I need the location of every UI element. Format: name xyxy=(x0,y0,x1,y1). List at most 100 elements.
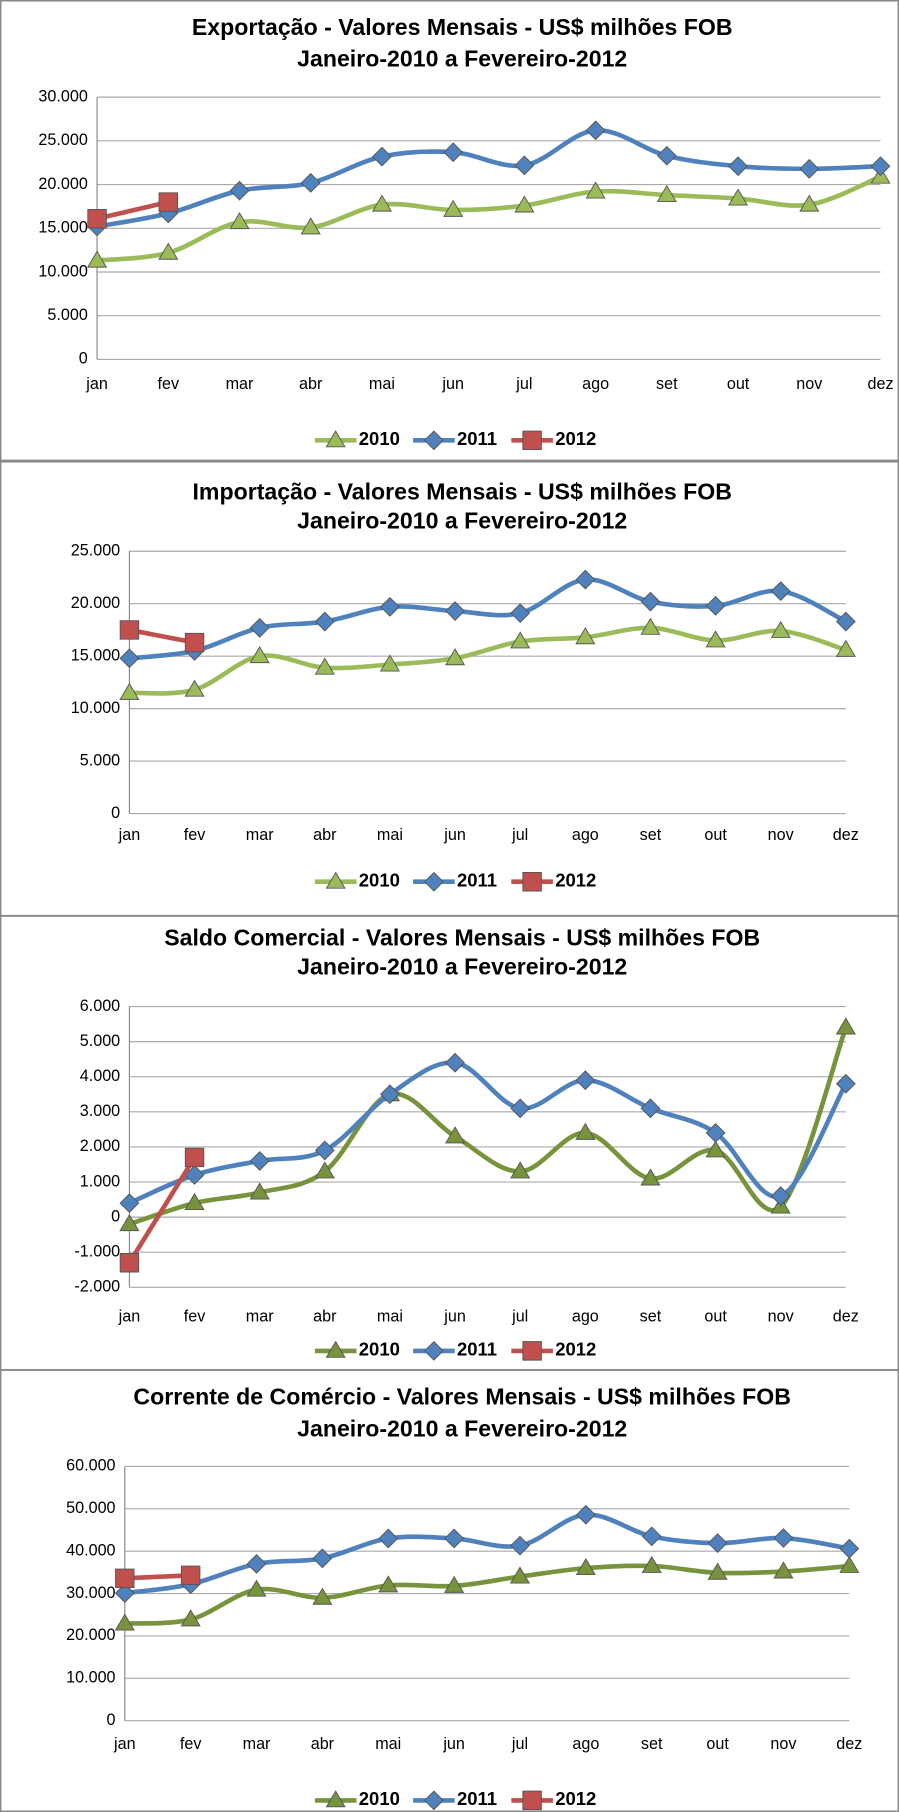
marker xyxy=(249,1151,270,1171)
marker xyxy=(325,1340,346,1358)
marker xyxy=(180,1565,201,1586)
x-tick-label: nov xyxy=(770,1735,797,1753)
series-line xyxy=(129,577,847,661)
marker xyxy=(424,1340,444,1361)
legend-label: 2011 xyxy=(457,428,497,449)
marker xyxy=(184,632,205,653)
legend-label: 2010 xyxy=(359,1788,400,1809)
marker xyxy=(514,155,535,176)
y-tick-label: 50.000 xyxy=(66,1499,115,1517)
y-tick-label: -2.000 xyxy=(74,1278,120,1296)
marker xyxy=(325,430,346,448)
marker xyxy=(444,1528,465,1549)
y-tick-label: 5.000 xyxy=(80,1032,120,1050)
marker xyxy=(770,620,791,638)
chart-subtitle: Janeiro-2010 a Fevereiro-2012 xyxy=(297,954,627,980)
x-tick-label: mar xyxy=(246,826,274,844)
y-tick-label: 0 xyxy=(111,1207,120,1225)
marker xyxy=(445,1052,465,1073)
series-line xyxy=(124,1563,850,1626)
legend-label: 2011 xyxy=(457,870,497,891)
marker xyxy=(444,1575,465,1593)
marker xyxy=(180,1609,201,1627)
series-line xyxy=(127,1156,197,1264)
x-tick-label: nov xyxy=(768,1308,795,1326)
y-tick-label: 0 xyxy=(107,1711,116,1729)
y-tick-label: 3.000 xyxy=(80,1102,120,1120)
marker xyxy=(114,1583,135,1604)
marker xyxy=(119,1213,140,1232)
y-tick-label: 0 xyxy=(111,804,120,822)
marker xyxy=(640,1168,661,1186)
y-tick-label: 15.000 xyxy=(71,646,120,664)
chart-title: Saldo Comercial - Valores Mensais - US$ … xyxy=(164,925,760,951)
x-tick-label: ago xyxy=(582,375,609,393)
marker xyxy=(640,1098,661,1119)
marker xyxy=(575,1122,596,1140)
marker xyxy=(509,1566,531,1584)
x-tick-label: dez xyxy=(836,1735,862,1753)
chart-subtitle: Janeiro-2010 a Fevereiro-2012 xyxy=(297,45,627,71)
x-tick-label: out xyxy=(727,375,750,393)
x-tick-label: jan xyxy=(113,1735,136,1753)
x-tick-label: mai xyxy=(369,375,395,393)
chart-title: Exportação - Valores Mensais - US$ milhõ… xyxy=(192,14,733,40)
x-tick-label: jul xyxy=(511,1308,528,1326)
x-tick-label: jun xyxy=(441,375,464,393)
marker xyxy=(312,1587,333,1605)
x-tick-label: fev xyxy=(184,1308,206,1326)
marker xyxy=(656,145,677,166)
marker xyxy=(835,1017,856,1035)
marker xyxy=(424,430,444,451)
x-tick-label: jul xyxy=(511,1735,528,1753)
marker xyxy=(114,1613,135,1631)
marker xyxy=(424,871,444,892)
marker xyxy=(575,1070,596,1091)
marker xyxy=(640,617,661,635)
marker xyxy=(514,195,535,213)
marker xyxy=(119,648,140,669)
y-tick-label: 10.000 xyxy=(38,262,87,280)
marker xyxy=(773,1528,794,1548)
x-tick-label: set xyxy=(641,1735,663,1753)
marker xyxy=(770,1186,791,1206)
marker xyxy=(445,648,466,666)
chart-title: Corrente de Comércio - Valores Mensais -… xyxy=(133,1383,791,1409)
x-tick-label: abr xyxy=(313,826,337,844)
marker xyxy=(424,1790,444,1811)
marker xyxy=(314,611,335,632)
marker xyxy=(246,1553,267,1574)
series-line xyxy=(124,1573,191,1581)
marker xyxy=(585,181,606,199)
marker xyxy=(119,1193,140,1213)
x-tick-label: ago xyxy=(572,1308,599,1326)
marker xyxy=(184,1147,205,1168)
marker xyxy=(249,1182,270,1200)
marker xyxy=(445,1126,466,1144)
legend-label: 2010 xyxy=(359,428,400,449)
marker xyxy=(728,156,748,177)
x-tick-label: fev xyxy=(180,1735,202,1753)
y-tick-label: 20.000 xyxy=(38,175,87,193)
marker xyxy=(325,871,346,889)
marker xyxy=(510,631,531,649)
marker xyxy=(300,217,321,235)
y-tick-label: 25.000 xyxy=(38,131,87,149)
marker xyxy=(522,430,542,451)
x-tick-label: set xyxy=(656,375,678,393)
marker xyxy=(510,1161,531,1179)
marker xyxy=(522,1341,542,1361)
marker xyxy=(770,581,791,602)
x-tick-label: out xyxy=(704,826,727,844)
marker xyxy=(705,1140,726,1158)
x-tick-label: set xyxy=(640,826,662,844)
marker xyxy=(640,591,661,612)
x-tick-label: fev xyxy=(184,826,206,844)
marker xyxy=(575,569,596,590)
marker xyxy=(371,194,393,212)
marker xyxy=(119,682,140,700)
y-tick-label: 0 xyxy=(79,350,88,368)
legend-label: 2012 xyxy=(555,428,596,449)
x-tick-label: abr xyxy=(299,375,323,393)
